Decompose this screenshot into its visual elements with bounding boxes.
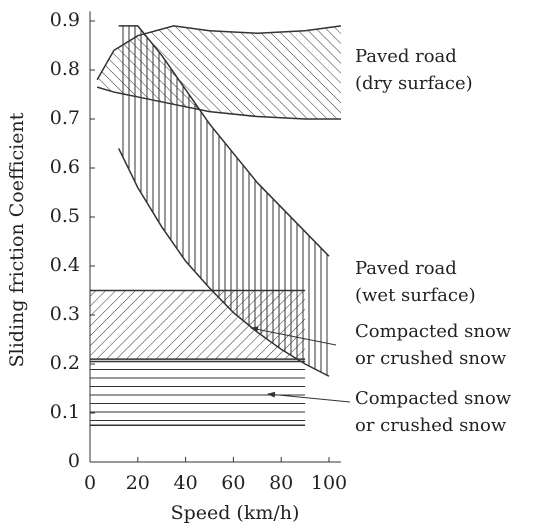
band-label: Paved road (355, 46, 457, 67)
band-area (90, 361, 306, 426)
y-tick-label: 0.3 (50, 303, 80, 325)
y-tick-label: 0.9 (50, 9, 80, 31)
band-label: or crushed snow (355, 348, 507, 369)
band-label: or crushed snow (355, 415, 507, 436)
y-tick-label: 0.5 (50, 205, 80, 227)
x-axis-label: Speed (km/h) (171, 502, 300, 524)
y-axis-label: Sliding friction Coefficient (6, 112, 28, 367)
y-tick-label: 0.2 (50, 352, 80, 374)
band-area (118, 25, 330, 377)
band-label: (dry surface) (355, 73, 473, 94)
y-tick-label: 0.6 (50, 156, 80, 178)
y-tick-label: 0 (68, 450, 80, 472)
band-label: (wet surface) (355, 285, 476, 306)
y-tick-label: 0.8 (50, 58, 80, 80)
x-tick-label: 100 (311, 472, 347, 494)
band-area (90, 290, 306, 360)
y-tick-label: 0.4 (50, 254, 80, 276)
y-tick-label: 0.7 (50, 107, 80, 129)
x-tick-label: 0 (84, 472, 96, 494)
x-tick-label: 60 (221, 472, 245, 494)
band-label: Paved road (355, 258, 457, 279)
band-upper (96, 25, 342, 81)
band-upper (118, 25, 330, 257)
band-label: Compacted snow (355, 321, 512, 342)
y-tick-label: 0.1 (50, 401, 80, 423)
x-tick-label: 80 (269, 472, 293, 494)
band-label: Compacted snow (355, 388, 512, 409)
x-tick-label: 40 (174, 472, 198, 494)
x-tick-label: 20 (126, 472, 150, 494)
